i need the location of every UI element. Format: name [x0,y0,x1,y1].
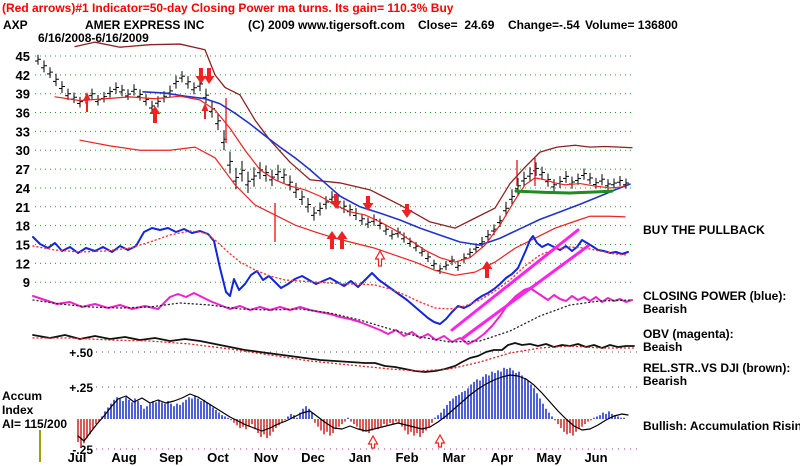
closing-power-line [32,227,629,325]
volume-value: Volume= 136800 [585,18,678,32]
price-tick-label: 12 [16,256,30,271]
close-value: Close= 24.69 [418,18,495,32]
month-label: May [536,450,562,465]
obv-ma-dotted [32,299,633,343]
price-tick-label: 27 [16,162,30,177]
obv-label: OBV (magenta): [643,327,734,341]
signal-arrow-up-icon [149,106,161,123]
obv-status: Beaish [643,340,683,354]
month-label: Apr [491,450,513,465]
lower-band-red-line [79,139,626,276]
relstr-line [32,334,635,373]
accum-label-line2: Index [2,403,34,417]
relstr-ma-dotted [32,337,635,372]
indicator-headline: (Red arrows)#1 Indicator=50-day Closing … [2,1,454,15]
closing-power-label: CLOSING POWER (blue): [643,289,787,303]
price-tick-label: 30 [16,143,30,158]
signal-arrow-up-icon [374,249,386,267]
signal-arrow-down-icon [203,68,215,84]
signal-arrow-up-icon [336,231,348,249]
price-tick-label: 24 [16,181,31,196]
ticker-symbol: AXP [3,18,28,32]
ma-long-brown-line [74,41,633,229]
month-label: Jun [584,450,607,465]
signal-arrow-up-icon [201,103,209,119]
month-label: Aug [111,450,136,465]
price-tick-label: 42 [16,68,30,83]
month-label: Jan [349,450,371,465]
signal-arrow-up-icon [367,434,379,449]
upper-band-red-line [54,95,626,263]
obv-line [32,287,633,345]
indicator-tick-label: +.50 [69,346,93,360]
month-label: Sep [159,450,183,465]
signal-arrow-up-icon [326,231,338,249]
price-tick-label: 9 [23,275,30,290]
relstr-label: REL.STR..VS DJI (brown): [643,361,791,375]
green-support-line [514,189,614,195]
accum-label-line1: Accum [2,389,43,403]
signal-arrow-down-icon [195,68,207,84]
signal-arrow-up-icon [83,92,91,112]
month-label: Mar [442,450,465,465]
month-label: Jul [68,450,87,465]
closing-power-status: Bearish [643,302,688,316]
price-tick-label: 33 [16,124,30,139]
closing-power-ma-dotted [32,230,629,310]
month-label: Oct [207,450,229,465]
price-tick-label: 18 [16,219,30,234]
price-tick-label: 45 [16,49,30,64]
accum-ma-line [77,374,629,442]
price-tick-label: 21 [16,200,30,215]
price-tick-label: 39 [16,87,30,102]
buy-pullback-note: BUY THE PULLBACK [643,223,765,237]
change-value: Change=-.54 [508,18,580,32]
signal-arrow-down-icon [362,196,374,211]
month-label: Feb [395,450,418,465]
month-label: Nov [254,450,279,465]
price-tick-label: 15 [16,237,30,252]
price-tick-label: 36 [16,106,30,121]
signal-arrow-up-icon [481,261,493,278]
trendline-magenta-2 [461,244,590,340]
copyright-text: (C) 2009 www.tigersoft.com [248,18,405,32]
month-label: Dec [301,450,325,465]
date-range: 6/16/2008-6/16/2009 [38,31,149,45]
indicator-tick-label: -.25 [72,443,93,457]
ma-50day-blue-line [142,91,631,246]
indicator-tick-label: +.25 [69,381,93,395]
relstr-status: Bearish [643,374,688,388]
accumulation-note: Bullish: Accumulation Rising [643,419,800,433]
company-name: AMER EXPRESS INC [85,18,205,32]
signal-arrow-down-icon [401,204,413,218]
accum-label-line3: AI= 115/200 [2,417,68,431]
signal-arrow-up-icon [434,433,446,448]
trendline-magenta-1 [450,228,580,332]
signal-arrow-down-icon [330,194,342,209]
